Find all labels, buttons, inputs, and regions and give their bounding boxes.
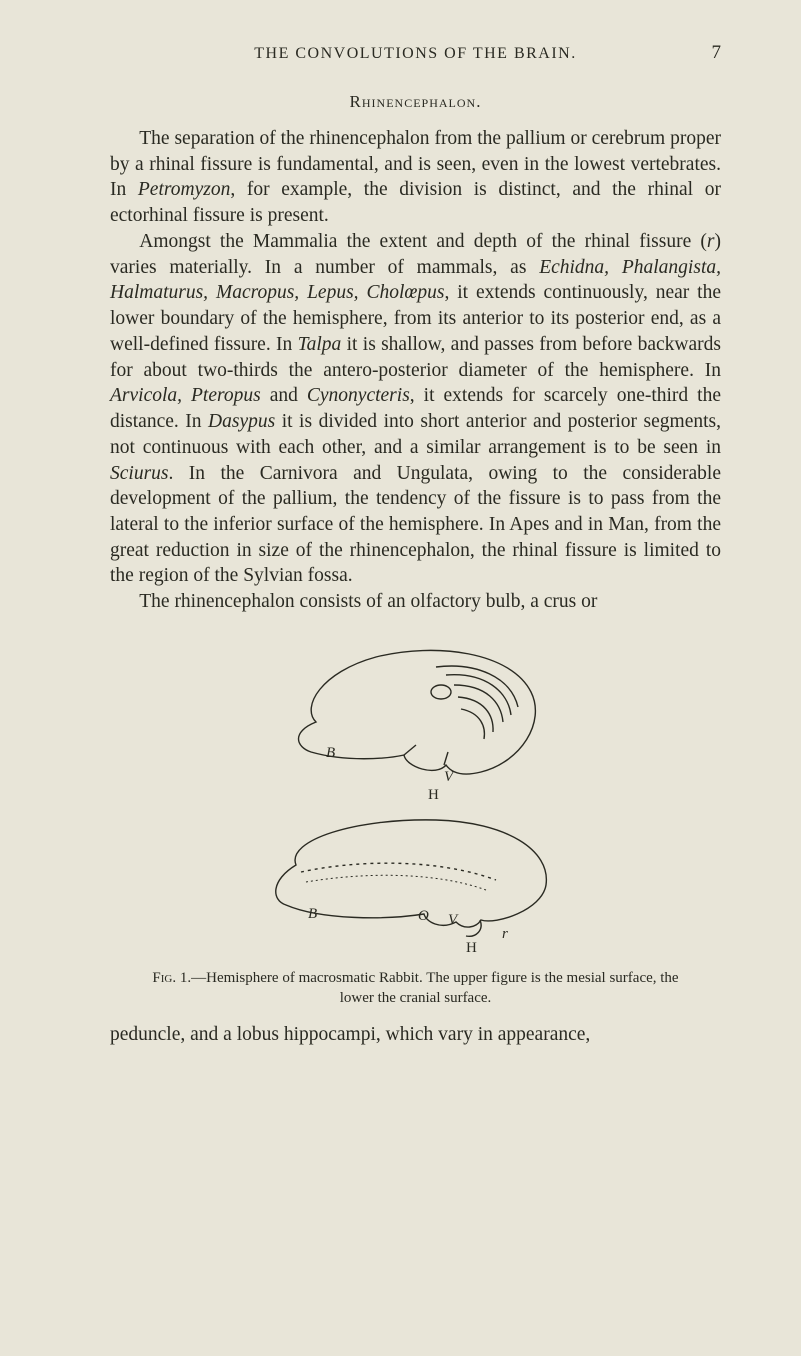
- figure-label-O-lower: O: [418, 908, 429, 924]
- italic-term: Dasypus: [208, 411, 275, 432]
- italic-term: Petromyzon: [138, 179, 230, 200]
- italic-term: Sciurus: [110, 463, 169, 484]
- section-heading: Rhinencephalon.: [110, 92, 721, 112]
- text: The rhinencephalon consists of an olfact…: [139, 591, 597, 612]
- text: peduncle, and a lobus hippocampi, which …: [110, 1024, 590, 1045]
- figure-label-B-lower: B: [308, 906, 317, 922]
- figure-block: B V H B O V H r: [110, 637, 721, 1009]
- running-head: THE CONVOLUTIONS OF THE BRAIN. 7: [110, 42, 721, 64]
- text: and: [261, 385, 307, 406]
- caption-lead: Fig. 1.: [152, 970, 191, 986]
- paragraph-3: The rhinencephalon consists of an olfact…: [110, 589, 721, 615]
- italic-term: Talpa: [298, 334, 342, 355]
- italic-term: r: [707, 231, 715, 252]
- figure-label-H: H: [428, 787, 439, 802]
- text: . In the Carnivora and Ungulata, owing t…: [110, 463, 721, 587]
- figure-label-r-lower: r: [502, 926, 508, 942]
- body-text-continued: peduncle, and a lobus hippocampi, which …: [110, 1022, 721, 1048]
- paragraph-2: Amongst the Mammalia the extent and dept…: [110, 229, 721, 589]
- caption-rest: —Hemisphere of macrosmatic Rabbit. The u…: [191, 970, 678, 1006]
- page: THE CONVOLUTIONS OF THE BRAIN. 7 Rhinenc…: [0, 0, 801, 1356]
- figure-label-H-lower: H: [466, 940, 477, 956]
- body-text: The separation of the rhinencephalon fro…: [110, 126, 721, 615]
- paragraph-1: The separation of the rhinencephalon fro…: [110, 126, 721, 229]
- text: Amongst the Mammalia the extent and dept…: [139, 231, 707, 252]
- page-number: 7: [691, 42, 721, 64]
- figure-label-B: B: [326, 745, 335, 761]
- figure-caption: Fig. 1.—Hemisphere of macrosmatic Rabbit…: [140, 968, 691, 1009]
- figure-label-V-lower: V: [448, 912, 459, 928]
- paragraph-4: peduncle, and a lobus hippocampi, which …: [110, 1022, 721, 1048]
- running-title: THE CONVOLUTIONS OF THE BRAIN.: [110, 45, 691, 63]
- italic-term: Cynonycteris: [307, 385, 410, 406]
- italic-term: Arvicola, Pteropus: [110, 385, 261, 406]
- figure-lower-svg: B O V H r: [266, 810, 566, 960]
- figure-upper-svg: B V H: [286, 637, 546, 802]
